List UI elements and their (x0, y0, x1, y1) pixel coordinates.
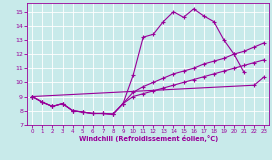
X-axis label: Windchill (Refroidissement éolien,°C): Windchill (Refroidissement éolien,°C) (79, 135, 218, 142)
